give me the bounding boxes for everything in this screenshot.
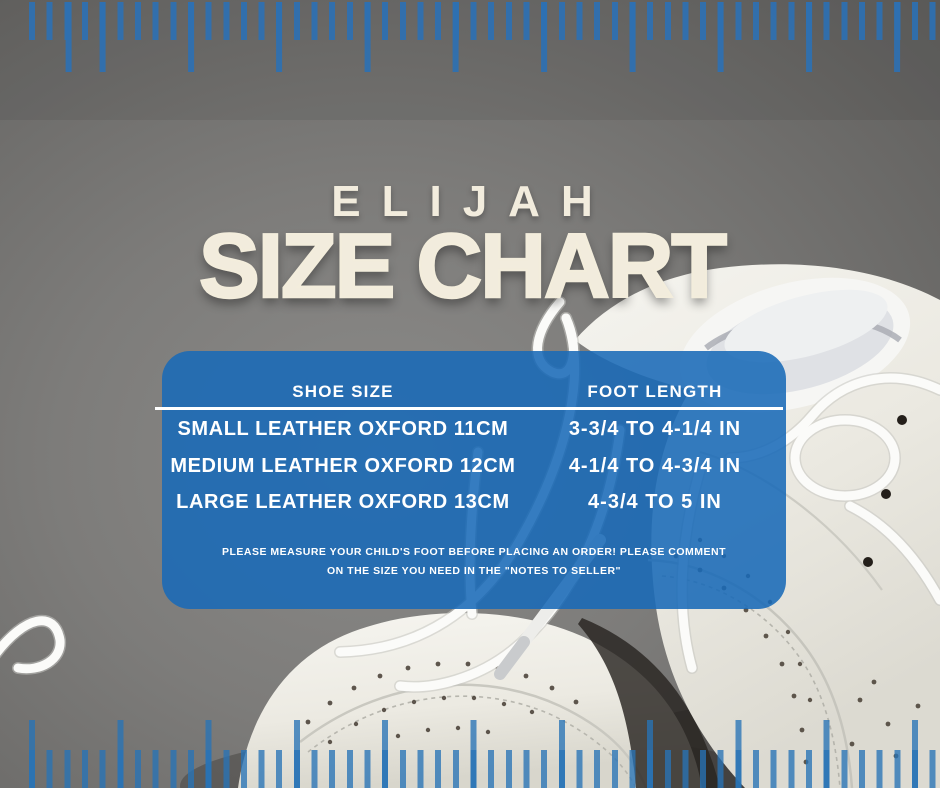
order-note-line2: ON THE SIZE YOU NEED IN THE "NOTES TO SE… [326, 564, 622, 577]
shoe-size-cell: LARGE LEATHER OXFORD 13CM [176, 491, 510, 514]
order-note-line1: PLEASE MEASURE YOUR CHILD'S FOOT BEFORE … [221, 546, 727, 558]
foot-length-cell: 4-3/4 TO 5 IN [588, 491, 722, 514]
table-row: LARGE LEATHER OXFORD 13CM 4-3/4 TO 5 IN [162, 485, 786, 522]
table-header-row: SHOE SIZE FOOT LENGTH [162, 377, 786, 407]
header-divider [155, 407, 783, 410]
size-chart-panel: SHOE SIZE FOOT LENGTH SMALL LEATHER OXFO… [155, 351, 786, 609]
shoe-size-cell: MEDIUM LEATHER OXFORD 12CM [170, 454, 516, 477]
order-note: PLEASE MEASURE YOUR CHILD'S FOOT BEFORE … [162, 543, 786, 580]
table-row: SMALL LEATHER OXFORD 11CM 3-3/4 TO 4-1/4… [162, 411, 786, 448]
shoe-size-cell: SMALL LEATHER OXFORD 11CM [177, 417, 509, 440]
table-body: SMALL LEATHER OXFORD 11CM 3-3/4 TO 4-1/4… [162, 411, 786, 521]
column-header-shoe-size: SHOE SIZE [292, 382, 394, 401]
foot-length-cell: 4-1/4 TO 4-3/4 IN [568, 454, 742, 477]
foot-length-cell: 3-3/4 TO 4-1/4 IN [568, 417, 742, 440]
page-title: SIZE CHART [198, 216, 729, 317]
column-header-foot-length: FOOT LENGTH [587, 382, 723, 401]
table-row: MEDIUM LEATHER OXFORD 12CM 4-1/4 TO 4-3/… [162, 448, 786, 485]
brand-name: ELIJAH [331, 177, 614, 226]
